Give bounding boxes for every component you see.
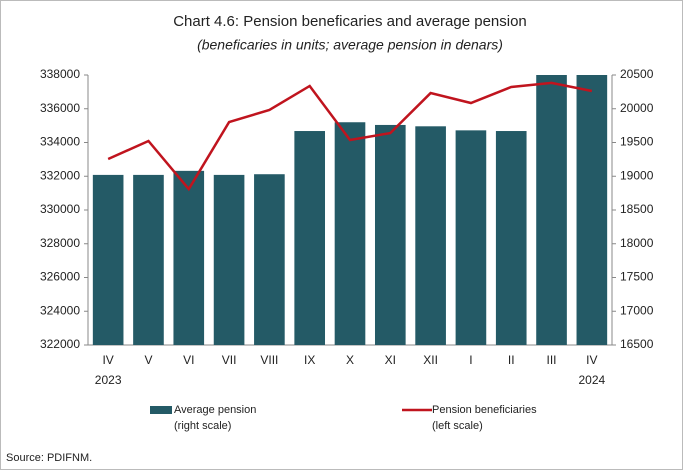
- x-tick-label: IV: [586, 353, 597, 367]
- x-tick-label: V: [144, 353, 152, 367]
- x-tick-label: VI: [183, 353, 194, 367]
- bar: [415, 126, 446, 345]
- legend-swatch: [150, 406, 172, 414]
- y-tick-label: 332000: [40, 168, 80, 182]
- y2-tick-label: 19000: [620, 168, 654, 182]
- legend-label: Pension beneficiaries: [432, 404, 537, 416]
- legend-label: Average pension: [174, 404, 256, 416]
- chart-title: Chart 4.6: Pension beneficaries and aver…: [173, 13, 527, 30]
- x-tick-label: IX: [304, 353, 315, 367]
- bar: [173, 170, 205, 345]
- bar: [92, 174, 124, 345]
- y2-tick-label: 19500: [620, 135, 654, 149]
- x-year-label: 2024: [578, 373, 605, 387]
- line: [107, 81, 593, 192]
- source: Source: PDIFNM.: [6, 452, 92, 464]
- x-tick-label: IV: [102, 353, 113, 367]
- bar: [374, 124, 406, 345]
- x-tick-label: XII: [423, 353, 438, 367]
- x-tick-label: X: [346, 353, 354, 367]
- y-tick-label: 322000: [40, 337, 80, 351]
- bar: [213, 174, 245, 345]
- y2-tick-label: 18500: [620, 202, 654, 216]
- y-tick-label: 328000: [40, 236, 80, 250]
- y-tick-label: 326000: [40, 270, 80, 284]
- bar: [133, 174, 164, 345]
- legend-note: (right scale): [174, 420, 231, 432]
- x-year-label: 2023: [95, 373, 122, 387]
- y-tick-label: 336000: [40, 101, 80, 115]
- y2-tick-label: 16500: [620, 337, 654, 351]
- y-tick-label: 330000: [40, 202, 80, 216]
- y2-tick-label: 17500: [620, 270, 654, 284]
- legend-note: (left scale): [432, 420, 483, 432]
- x-tick-label: VII: [222, 353, 237, 367]
- y2-tick-label: 17000: [620, 303, 654, 317]
- x-tick-label: III: [547, 353, 557, 367]
- bar: [495, 131, 527, 345]
- x-tick-label: XI: [385, 353, 396, 367]
- y2-tick-label: 20500: [620, 67, 654, 81]
- bar: [536, 75, 567, 345]
- bar: [576, 75, 608, 345]
- y-tick-label: 334000: [40, 135, 80, 149]
- x-tick-label: I: [469, 353, 472, 367]
- y2-tick-label: 18000: [620, 236, 654, 250]
- bar: [455, 130, 487, 345]
- x-tick-label: VIII: [260, 353, 278, 367]
- y-tick-label: 324000: [40, 303, 80, 317]
- bar: [334, 122, 366, 345]
- x-tick-label: II: [508, 353, 515, 367]
- chart-subtitle: (beneficaries in units; average pension …: [197, 37, 503, 53]
- bar: [294, 131, 326, 345]
- y-tick-label: 338000: [40, 67, 80, 81]
- y2-tick-label: 20000: [620, 101, 654, 115]
- bar: [254, 174, 285, 345]
